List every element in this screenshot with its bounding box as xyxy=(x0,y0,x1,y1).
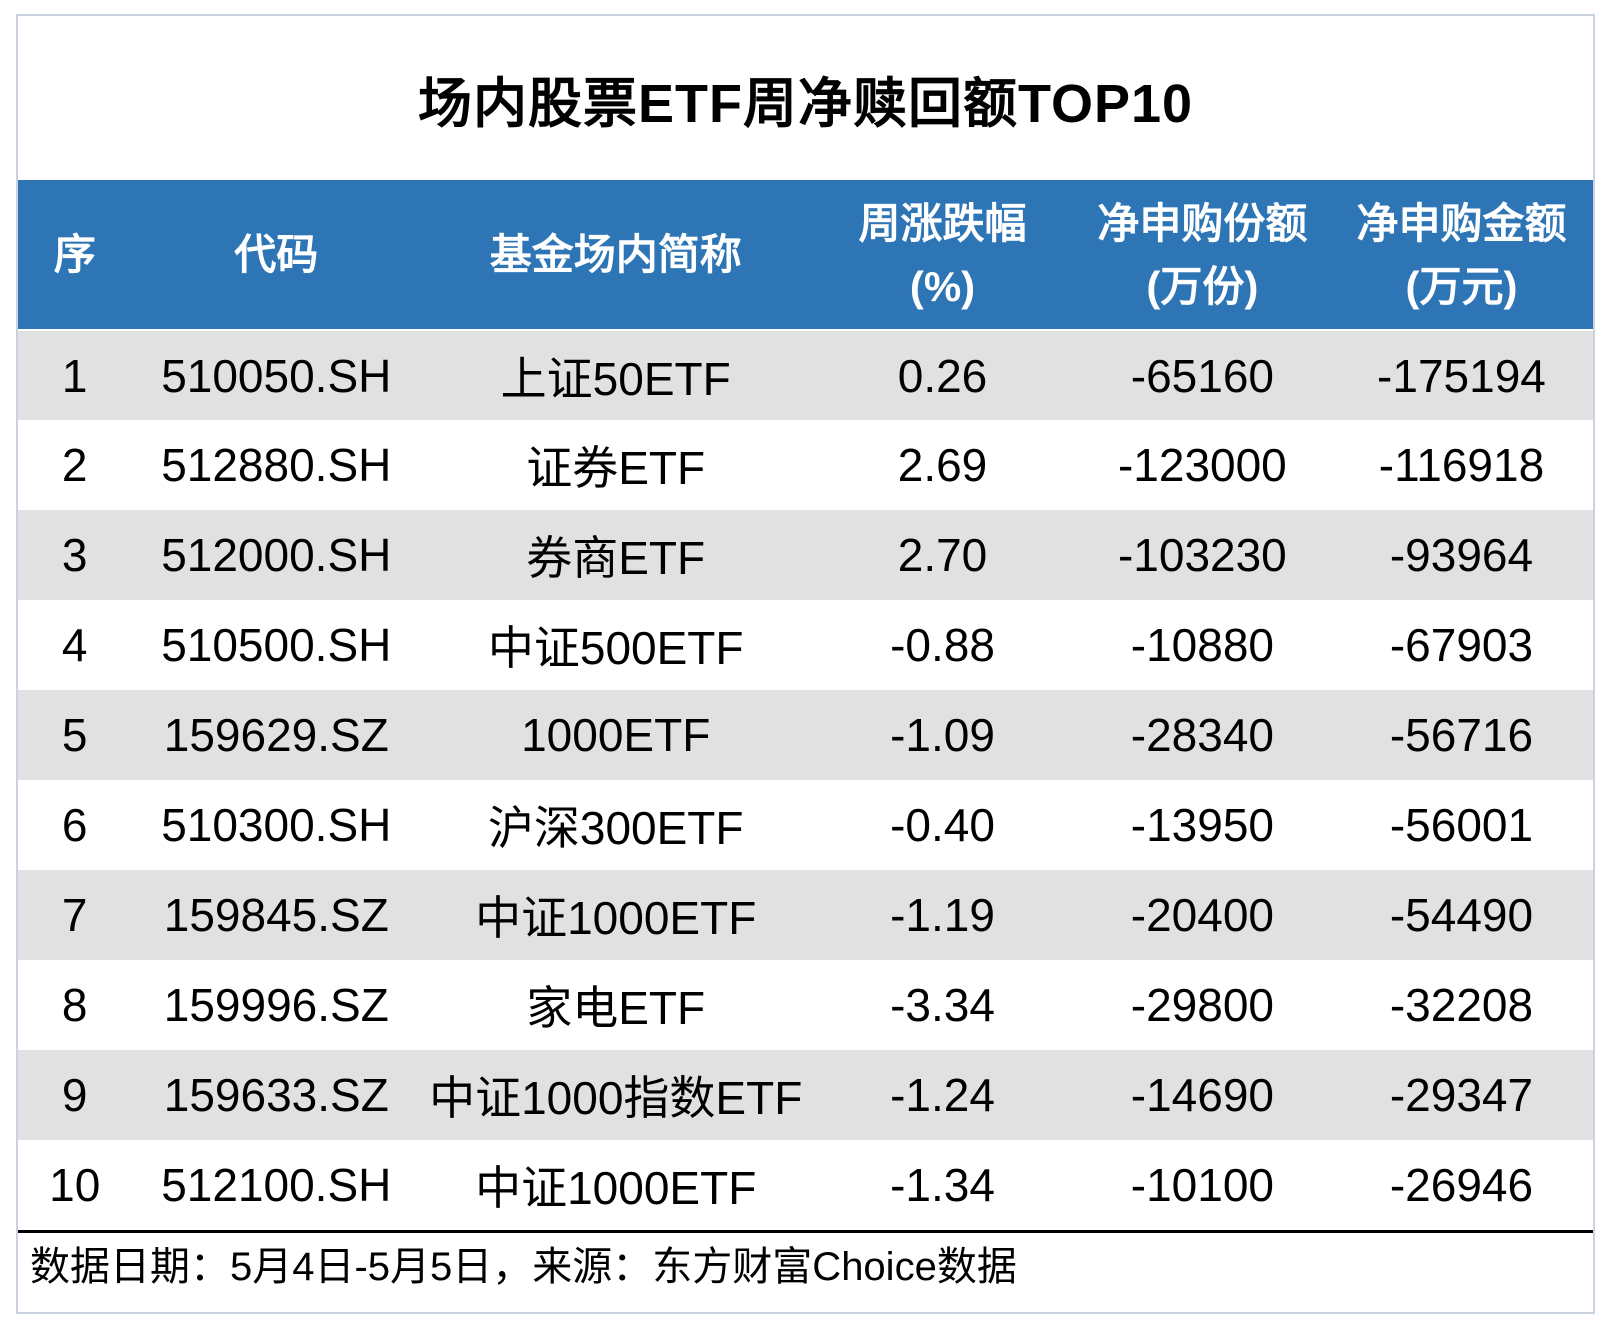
table-header-row: 序 代码 基金场内简称 周涨跌幅 (%) 净申购份额 (万份) xyxy=(18,180,1593,331)
cell-weekly-change: -1.09 xyxy=(890,709,995,761)
cell-code: 159633.SZ xyxy=(163,1069,389,1121)
cell-net-shares: -14690 xyxy=(1130,1069,1274,1121)
etf-table-card: 场内股票ETF周净赎回额TOP10 序 代码 xyxy=(16,14,1595,1314)
col-header-weekly-change: 周涨跌幅 (%) xyxy=(810,180,1075,331)
cell-weekly-change: 0.26 xyxy=(897,349,988,402)
cell-weekly-change: -0.40 xyxy=(890,799,995,851)
table-row: 9 159633.SZ 中证1000指数ETF -1.24 -14690 -29… xyxy=(18,1050,1593,1140)
cell-fund-name: 中证1000指数ETF xyxy=(429,1072,803,1124)
cell-fund-name: 中证500ETF xyxy=(487,622,744,674)
cell-fund-name: 家电ETF xyxy=(526,982,706,1034)
table-row: 3 512000.SH 券商ETF 2.70 -103230 -93964 xyxy=(18,510,1593,600)
cell-fund-name: 中证1000ETF xyxy=(475,892,757,944)
cell-net-amount: -32208 xyxy=(1389,979,1534,1031)
cell-net-amount: -29347 xyxy=(1389,1069,1534,1121)
table-row: 8 159996.SZ 家电ETF -3.34 -29800 -32208 xyxy=(18,960,1593,1050)
cell-weekly-change: -1.19 xyxy=(890,889,995,941)
cell-weekly-change: 2.70 xyxy=(897,529,988,581)
cell-code: 512100.SH xyxy=(161,1159,392,1211)
cell-net-shares: -28340 xyxy=(1130,709,1274,761)
cell-net-shares: -10880 xyxy=(1130,619,1274,671)
cell-fund-name: 上证50ETF xyxy=(500,352,731,405)
cell-rank: 10 xyxy=(49,1159,101,1211)
cell-net-amount: -67903 xyxy=(1389,619,1534,671)
cell-rank: 8 xyxy=(61,979,88,1031)
cell-fund-name: 沪深300ETF xyxy=(487,802,744,854)
cell-net-amount: -93964 xyxy=(1389,529,1534,581)
cell-code: 510300.SH xyxy=(161,799,392,851)
cell-net-amount: -56716 xyxy=(1389,709,1534,761)
cell-net-shares: -13950 xyxy=(1130,799,1274,851)
table-row: 4 510500.SH 中证500ETF -0.88 -10880 -67903 xyxy=(18,600,1593,690)
col-header-code-label: 代码 xyxy=(234,231,319,278)
cell-code: 510050.SH xyxy=(161,349,392,402)
table-header: 序 代码 基金场内简称 周涨跌幅 (%) 净申购份额 (万份) xyxy=(18,180,1593,331)
cell-net-shares: -29800 xyxy=(1130,979,1274,1031)
col-header-net-shares-label: 净申购份额 xyxy=(1097,199,1308,247)
col-header-net-shares: 净申购份额 (万份) xyxy=(1074,180,1330,331)
cell-net-shares: -65160 xyxy=(1130,349,1274,402)
table-row: 10 512100.SH 中证1000ETF -1.34 -10100 -269… xyxy=(18,1140,1593,1230)
cell-rank: 3 xyxy=(61,529,88,581)
col-header-weekly-change-label: 周涨跌幅 xyxy=(858,199,1027,247)
cell-net-shares: -20400 xyxy=(1130,889,1274,941)
cell-rank: 4 xyxy=(61,619,88,671)
cell-net-shares: -123000 xyxy=(1117,439,1287,491)
table-row: 2 512880.SH 证券ETF 2.69 -123000 -116918 xyxy=(18,420,1593,510)
cell-code: 159629.SZ xyxy=(163,709,389,761)
cell-fund-name: 券商ETF xyxy=(526,532,706,584)
page-title: 场内股票ETF周净赎回额TOP10 xyxy=(417,73,1194,134)
col-header-net-amount-unit: (万元) xyxy=(1405,262,1518,310)
cell-code: 159845.SZ xyxy=(163,889,389,941)
cell-weekly-change: -1.34 xyxy=(890,1159,995,1211)
data-source-note: 数据日期：5月4日-5月5日，来源：东方财富Choice数据 xyxy=(18,1230,1593,1316)
cell-rank: 7 xyxy=(61,889,88,941)
cell-code: 510500.SH xyxy=(161,619,392,671)
cell-rank: 6 xyxy=(61,799,88,851)
cell-code: 512880.SH xyxy=(161,439,392,491)
col-header-code: 代码 xyxy=(131,180,422,331)
cell-fund-name: 1000ETF xyxy=(521,709,711,761)
cell-fund-name: 证券ETF xyxy=(526,442,706,494)
table-row: 5 159629.SZ 1000ETF -1.09 -28340 -56716 xyxy=(18,690,1593,780)
cell-net-amount: -26946 xyxy=(1389,1159,1534,1211)
cell-rank: 1 xyxy=(61,349,88,402)
col-header-net-amount: 净申购金额 (万元) xyxy=(1329,180,1593,331)
etf-table: 序 代码 基金场内简称 周涨跌幅 (%) 净申购份额 (万份) xyxy=(18,180,1593,1230)
col-header-rank: 序 xyxy=(18,180,132,331)
cell-rank: 2 xyxy=(61,439,88,491)
col-header-rank-label: 序 xyxy=(53,231,96,278)
cell-code: 512000.SH xyxy=(161,529,392,581)
cell-weekly-change: -0.88 xyxy=(890,619,995,671)
cell-net-amount: -54490 xyxy=(1389,889,1534,941)
col-header-weekly-change-unit: (%) xyxy=(909,262,976,310)
col-header-fund-name-label: 基金场内简称 xyxy=(489,231,742,278)
table-row: 6 510300.SH 沪深300ETF -0.40 -13950 -56001 xyxy=(18,780,1593,870)
cell-net-shares: -103230 xyxy=(1117,529,1287,581)
cell-rank: 5 xyxy=(61,709,88,761)
cell-net-amount: -56001 xyxy=(1389,799,1534,851)
cell-weekly-change: 2.69 xyxy=(897,439,988,491)
cell-net-amount: -116918 xyxy=(1378,439,1545,491)
cell-weekly-change: -1.24 xyxy=(890,1069,995,1121)
cell-net-shares: -10100 xyxy=(1130,1159,1274,1211)
cell-rank: 9 xyxy=(61,1069,88,1121)
cell-net-amount: -175194 xyxy=(1377,349,1546,402)
cell-code: 159996.SZ xyxy=(163,979,389,1031)
table-row: 1 510050.SH 上证50ETF 0.26 -65160 -175194 xyxy=(18,330,1593,420)
cell-weekly-change: -3.34 xyxy=(890,979,995,1031)
cell-fund-name: 中证1000ETF xyxy=(475,1162,757,1214)
table-body: 1 510050.SH 上证50ETF 0.26 -65160 -175194 … xyxy=(18,330,1593,1230)
col-header-net-shares-unit: (万份) xyxy=(1146,262,1259,310)
col-header-net-amount-label: 净申购金额 xyxy=(1356,199,1567,247)
table-row: 7 159845.SZ 中证1000ETF -1.19 -20400 -5449… xyxy=(18,870,1593,960)
col-header-fund-name: 基金场内简称 xyxy=(421,180,811,331)
